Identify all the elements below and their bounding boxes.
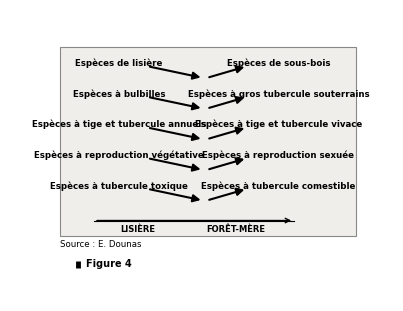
Text: Espèces de lisière: Espèces de lisière: [75, 58, 163, 68]
Text: Espèces à gros tubercule souterrains: Espèces à gros tubercule souterrains: [187, 89, 369, 99]
Text: Espèces à tige et tubercule annuels: Espèces à tige et tubercule annuels: [32, 120, 206, 129]
Text: Espèces à tubercule toxique: Espèces à tubercule toxique: [50, 181, 188, 191]
Bar: [60, 47, 356, 236]
Text: Source : E. Dounas: Source : E. Dounas: [60, 240, 141, 249]
Text: Figure 4: Figure 4: [86, 259, 132, 269]
Text: LISIÈRE: LISIÈRE: [120, 225, 155, 234]
Text: Espèces à reproduction végétative: Espèces à reproduction végétative: [34, 151, 204, 160]
Text: FORÊT-MÈRE: FORÊT-MÈRE: [207, 225, 266, 234]
Text: Espèces à bulbilles: Espèces à bulbilles: [73, 89, 165, 99]
Text: Espèces à reproduction sexuée: Espèces à reproduction sexuée: [202, 151, 354, 160]
Text: Espèces à tubercule comestible: Espèces à tubercule comestible: [201, 181, 355, 191]
Text: Espèces à tige et tubercule vivace: Espèces à tige et tubercule vivace: [195, 120, 362, 129]
Text: Espèces de sous-bois: Espèces de sous-bois: [226, 58, 330, 68]
